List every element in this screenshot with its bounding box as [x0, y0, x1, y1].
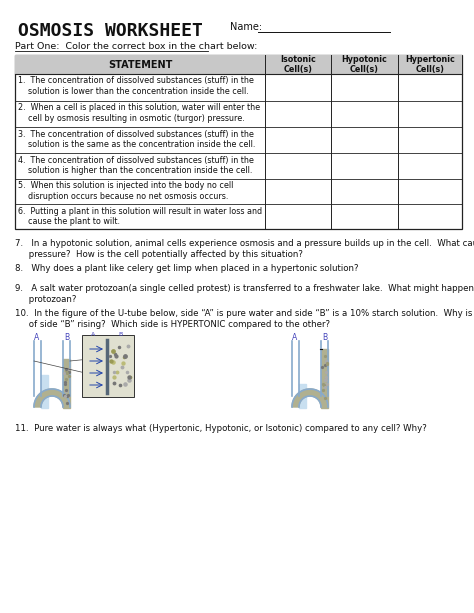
- Text: B: B: [322, 333, 327, 342]
- Text: Part One:  Color the correct box in the chart below:: Part One: Color the correct box in the c…: [15, 42, 257, 51]
- Text: A: A: [34, 333, 39, 342]
- Text: A: A: [91, 332, 95, 338]
- Text: 1.  The concentration of dissolved substances (stuff) in the
    solution is low: 1. The concentration of dissolved substa…: [18, 77, 254, 96]
- Bar: [321, 349, 328, 408]
- Text: Hypotonic
Cell(s): Hypotonic Cell(s): [342, 55, 387, 74]
- Polygon shape: [292, 389, 328, 407]
- Bar: [15, 55, 462, 229]
- Text: 2.  When a cell is placed in this solution, water will enter the
    cell by osm: 2. When a cell is placed in this solutio…: [18, 104, 260, 123]
- Text: 6.  Putting a plant in this solution will result in water loss and
    cause the: 6. Putting a plant in this solution will…: [18, 207, 262, 226]
- Text: 8.   Why does a plant like celery get limp when placed in a hypertonic solution?: 8. Why does a plant like celery get limp…: [15, 264, 358, 273]
- Bar: [41, 375, 48, 408]
- Text: B: B: [118, 332, 122, 338]
- Text: 10.  In the figure of the U-tube below, side “A” is pure water and side “B” is a: 10. In the figure of the U-tube below, s…: [15, 309, 474, 329]
- Text: 9.   A salt water protozoan(a single celled protest) is transferred to a freshwa: 9. A salt water protozoan(a single celle…: [15, 284, 474, 304]
- Text: OSMOSIS WORKSHEET: OSMOSIS WORKSHEET: [18, 22, 203, 40]
- Text: 3.  The concentration of dissolved substances (stuff) in the
    solution is the: 3. The concentration of dissolved substa…: [18, 129, 255, 149]
- Text: A: A: [292, 333, 297, 342]
- Bar: [63, 359, 70, 408]
- Text: Name:: Name:: [230, 22, 262, 32]
- Text: Isotonic
Cell(s): Isotonic Cell(s): [281, 55, 316, 74]
- Bar: [82, 335, 134, 397]
- Text: STATEMENT: STATEMENT: [108, 59, 173, 69]
- Text: 5.  When this solution is injected into the body no cell
    disruption occurs b: 5. When this solution is injected into t…: [18, 181, 233, 201]
- Bar: [299, 384, 306, 408]
- Bar: [15, 55, 462, 74]
- Text: B: B: [64, 333, 69, 342]
- Text: 7.   In a hypotonic solution, animal cells experience osmosis and a pressure bui: 7. In a hypotonic solution, animal cells…: [15, 239, 474, 259]
- Text: 11.  Pure water is always what (Hypertonic, Hypotonic, or Isotonic) compared to : 11. Pure water is always what (Hypertoni…: [15, 424, 427, 433]
- Text: 4.  The concentration of dissolved substances (stuff) in the
    solution is hig: 4. The concentration of dissolved substa…: [18, 156, 254, 175]
- Polygon shape: [34, 389, 70, 407]
- Text: Hypertonic
Cell(s): Hypertonic Cell(s): [405, 55, 455, 74]
